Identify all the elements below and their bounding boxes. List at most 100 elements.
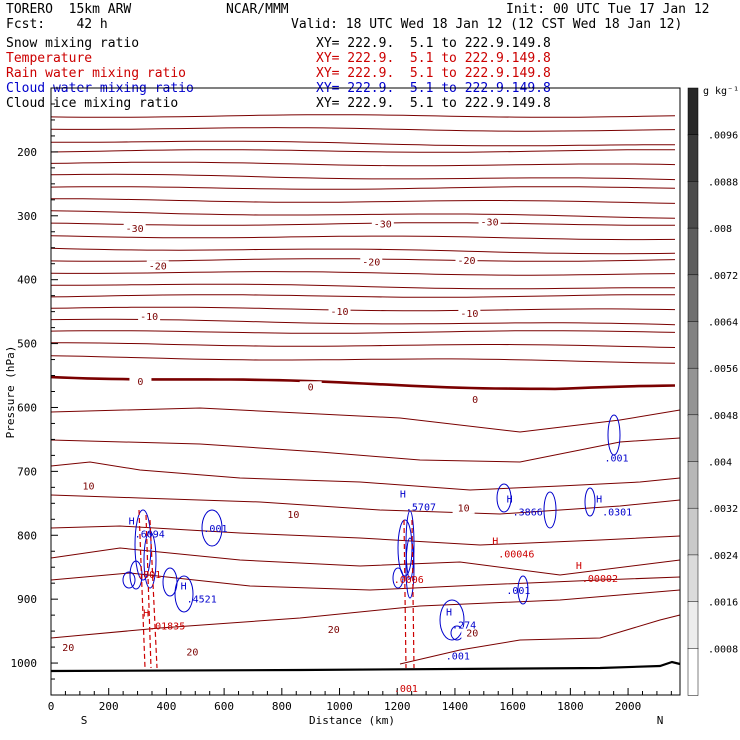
y-tick-label: 200 [17,146,37,159]
field-rain-name: Rain water mixing ratio [6,66,187,81]
temperature-label: -20 [149,262,167,273]
pressure-axis: 200 300 400 500 600 700 800 900 1000 [11,103,58,696]
temperature-label-bg [452,502,475,514]
x-tick-label: 2000 [615,700,642,713]
temperature-label: -20 [362,258,380,269]
contour-label: .001 [506,586,530,597]
isotherm-line [50,114,676,118]
contour-label: .001 [137,570,161,581]
init-time: Init: 00 UTC Tue 17 Jan 12 [506,2,710,17]
contour-label: .0006 [394,575,424,586]
x-tick-label: 1000 [326,700,353,713]
isotherm-line [50,222,675,226]
temperature-label: -30 [126,224,144,235]
cloud-water-contour [543,491,557,529]
colorbar-swatch [687,321,699,369]
temperature-label-bg [371,218,394,230]
y-tick-label: 400 [17,274,37,287]
south-label: S [81,714,88,727]
x-tick-label: 0 [48,700,55,713]
colorbar-tick-label: .0032 [708,504,738,515]
rain-water-contour [403,519,407,669]
temperature-label: 0 [308,382,314,393]
x-tick-label: 1200 [384,700,411,713]
temperature-label-bg [455,254,478,266]
y-tick-label: 1000 [11,657,38,670]
temperature-label-bg [299,381,322,393]
temperature-label-bg [123,222,146,234]
x-axis-title: Distance (km) [309,714,395,727]
field-cloudice-xy: XY= 222.9. 5.1 to 222.9.149.8 [316,96,551,111]
cloud-water-contour [397,519,413,577]
cloud-water-contour [122,571,136,589]
maximum-value: .00046 [498,550,534,561]
cloud-water-contour [174,575,194,613]
field-temperature-xy: XY= 222.9. 5.1 to 222.9.149.8 [316,51,551,66]
maximum-value: .5707 [406,502,436,513]
colorbar-swatch [687,274,699,323]
maximum-value: .0301 [602,508,632,519]
rain-water-contour [138,509,146,669]
field-snow-name: Snow mixing ratio [6,36,140,51]
isotherm-line [50,342,676,348]
colorbar-tick-label: .0024 [708,551,738,562]
isotherm-line [50,173,676,181]
maximum-value: .00002 [582,574,618,585]
cloud-water-contour [496,483,512,513]
cloud-water-contour [517,575,529,605]
colorbar-swatch [687,181,699,229]
y-tick-label: 800 [17,529,37,542]
colorbar: .0096 .0088 .008 .0072 .0064 .0056 .0048 .004 .0… [687,86,739,696]
field-temperature-name: Temperature [6,51,93,66]
temperature-label: 20 [328,625,340,636]
temperature-label: -20 [457,256,475,267]
isotherm-line [50,330,676,334]
isotherm-line [50,235,676,241]
rain-water-contour [411,519,415,669]
colorbar-unit: g kg⁻¹ [703,86,739,97]
colorbar-tick-label: .0048 [708,411,738,422]
org-title: NCAR/MMM [226,2,289,17]
contour-label: .001 [604,454,628,465]
isotherm-line [399,614,681,665]
colorbar-swatch [687,134,699,183]
temperature-label-bg [57,641,80,653]
isotherm-line [50,127,676,132]
y-tick-label: 300 [17,210,37,223]
maximum-marker: H [576,561,582,572]
temperature-label-bg [146,260,169,272]
maximum-marker: H [400,489,406,500]
y-tick-label: 700 [17,465,37,478]
x-tick-label: 1400 [442,700,469,713]
valid-time: Valid: 18 UTC Wed 18 Jan 12 (12 CST Wed … [291,17,683,32]
maximum-marker: H [492,537,498,548]
maximum-value: .4521 [187,594,217,605]
contour-value-labels: .001 .001 .0006 .001 .001 .001 .001 [137,454,629,696]
colorbar-swatch [687,507,699,556]
colorbar-tick-label: .0008 [708,644,738,655]
colorbar-swatch [687,367,699,416]
cloud-water-contour [584,487,596,517]
colorbar-swatch [687,601,699,650]
field-snow-xy: XY= 222.9. 5.1 to 222.9.149.8 [316,36,551,51]
temperature-labels: -30 -30 -30 -20 -20 -20 -10 -10 -10 0 0 0 10 10 10 20 20… [57,216,501,658]
temperature-label: 20 [62,643,74,654]
colorbar-tick-label: .0056 [708,364,738,375]
temperature-label-bg [322,624,345,636]
isotherm-line [50,437,681,463]
temperature-label-bg [129,376,152,388]
isotherm-line [50,525,681,546]
colorbar-swatch [687,227,699,276]
maximum-marker: H [143,608,149,619]
temperature-label-bg [282,509,305,521]
isotherm-line [50,161,676,167]
temperature-label-bg [464,394,487,406]
colorbar-tick-label: .008 [708,224,732,235]
temperature-label: 20 [466,628,478,639]
temperature-label: 20 [186,647,198,658]
temperature-label: 10 [287,510,299,521]
temperature-label-bg [138,311,161,323]
maximum-value: .3866 [513,508,543,519]
isotherm-line [50,271,676,276]
